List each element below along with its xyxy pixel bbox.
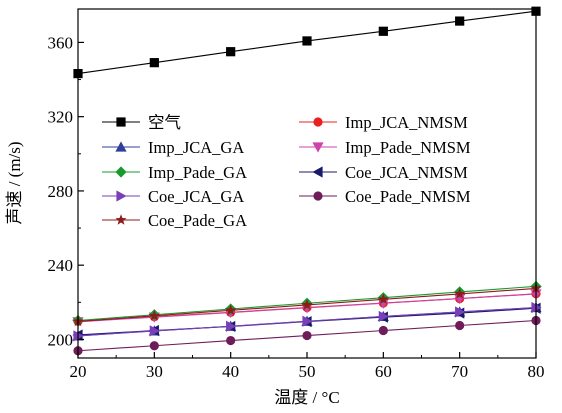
series-1 — [73, 6, 541, 79]
data-point — [226, 320, 237, 332]
y-axis-title: 声速 / (m/s) — [5, 141, 24, 224]
legend-item: Coe_Pade_NMSM — [299, 187, 471, 206]
data-point — [226, 335, 236, 346]
legend-label: Imp_Pade_NMSM — [345, 138, 471, 157]
x-tick-label: 80 — [528, 362, 545, 381]
data-point — [301, 299, 313, 310]
legend-item: Coe_JCA_GA — [102, 187, 244, 206]
data-point — [149, 341, 159, 351]
data-point — [455, 306, 466, 318]
legend-marker — [115, 166, 127, 178]
legend-marker — [116, 117, 126, 127]
y-tick-label: 320 — [48, 108, 74, 127]
legend-item: Coe_Pade_GA — [102, 211, 247, 230]
legend-item: Imp_Pade_GA — [102, 163, 247, 182]
x-tick-label: 40 — [222, 362, 239, 381]
data-point — [149, 58, 159, 68]
axes: 20 30 40 50 60 70 80 200 240 280 320 360 — [48, 33, 545, 381]
data-point — [149, 325, 160, 337]
data-point — [377, 293, 389, 305]
data-point — [302, 36, 312, 46]
x-tick-label: 20 — [70, 362, 87, 381]
legend-label: Imp_JCA_NMSM — [345, 113, 468, 132]
plot-area — [72, 6, 542, 356]
x-tick-label: 50 — [299, 362, 316, 381]
data-point — [454, 288, 466, 299]
y-tick-label: 200 — [48, 330, 74, 349]
data-point — [378, 26, 388, 36]
y-tick-label: 360 — [48, 33, 74, 52]
data-point — [378, 325, 388, 336]
data-point — [302, 315, 313, 327]
legend-marker — [312, 166, 323, 178]
legend-marker — [312, 142, 324, 153]
legend-item: Imp_JCA_NMSM — [299, 113, 468, 132]
x-tick-label: 60 — [375, 362, 392, 381]
data-point — [455, 16, 465, 26]
legend-item: Imp_Pade_NMSM — [299, 138, 471, 157]
legend-item: Imp_JCA_GA — [102, 138, 244, 157]
legend-label: Coe_Pade_GA — [148, 211, 247, 230]
legend-marker — [313, 191, 323, 201]
legend-item: 空气 — [102, 113, 181, 132]
x-axis-title: 温度 / °C — [274, 388, 339, 407]
legend-marker — [313, 117, 323, 127]
data-point — [148, 310, 160, 321]
data-point — [377, 298, 389, 309]
legend-label: Coe_Pade_NMSM — [345, 187, 471, 206]
legend-label: Imp_Pade_GA — [148, 163, 247, 182]
legend-item: Coe_JCA_NMSM — [299, 163, 468, 182]
x-tick-label: 30 — [146, 362, 163, 381]
x-tick-label: 70 — [451, 362, 468, 381]
data-point — [455, 320, 465, 331]
data-point — [226, 47, 236, 57]
legend-label: Coe_JCA_NMSM — [345, 163, 468, 182]
legend-marker — [115, 141, 127, 152]
data-point — [378, 310, 389, 323]
y-tick-label: 280 — [48, 182, 74, 201]
legend-marker — [115, 214, 127, 225]
legend: 空气 Imp_JCA_NMSM Imp_JCA_GA Imp_Pade_NMSM Imp… — [102, 113, 471, 230]
data-point — [302, 330, 312, 341]
y-tick-label: 240 — [48, 256, 74, 275]
data-point — [225, 304, 237, 315]
legend-label: Coe_JCA_GA — [148, 187, 244, 206]
series-8 — [73, 315, 541, 356]
legend-label: 空气 — [148, 113, 181, 132]
legend-marker — [116, 190, 127, 202]
legend-label: Imp_JCA_GA — [148, 138, 244, 157]
